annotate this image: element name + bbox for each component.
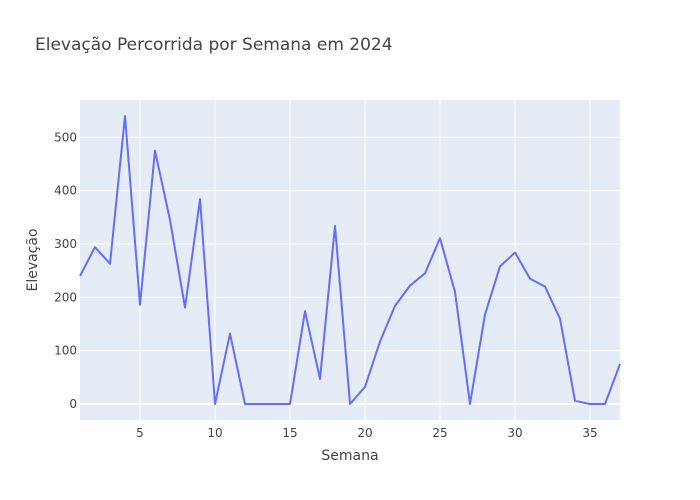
grid-lines — [80, 100, 620, 420]
y-axis-ticks: 0 100 200 300 400 500 — [54, 130, 77, 411]
x-tick-label: 15 — [282, 426, 297, 440]
y-tick-label: 100 — [54, 344, 77, 358]
chart-title: Elevação Percorrida por Semana em 2024 — [35, 35, 393, 55]
y-tick-label: 200 — [54, 290, 77, 304]
x-tick-label: 5 — [136, 426, 144, 440]
y-tick-label: 500 — [54, 130, 77, 144]
x-axis-title: Semana — [321, 448, 378, 464]
y-tick-label: 400 — [54, 184, 77, 198]
x-tick-label: 30 — [507, 426, 522, 440]
x-tick-label: 20 — [357, 426, 372, 440]
x-tick-label: 25 — [432, 426, 447, 440]
x-tick-label: 10 — [207, 426, 222, 440]
plot-area — [80, 100, 620, 420]
x-tick-label: 35 — [582, 426, 597, 440]
y-tick-label: 0 — [69, 397, 77, 411]
x-axis-ticks: 5 10 15 20 25 30 35 — [136, 426, 597, 440]
y-axis-title: Elevação — [25, 228, 41, 291]
series-line — [79, 115, 621, 405]
y-tick-label: 300 — [54, 237, 77, 251]
